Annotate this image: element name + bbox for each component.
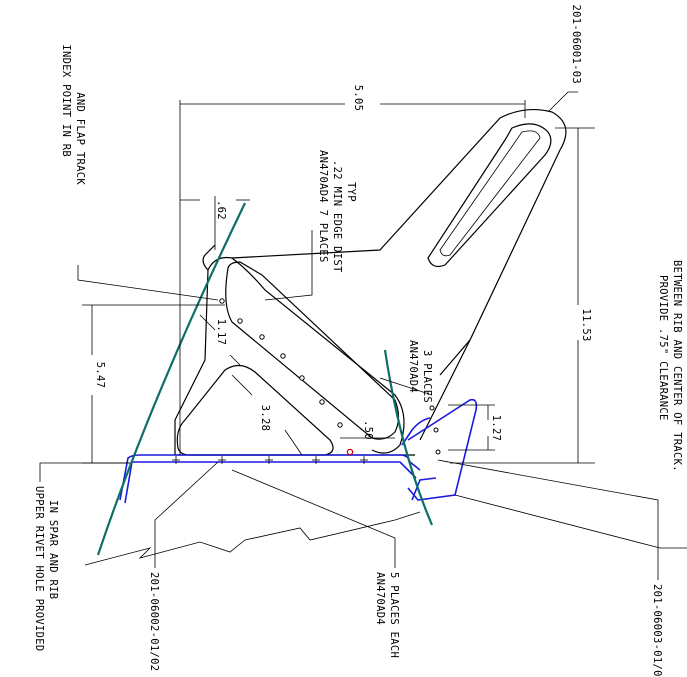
- rib-flanges: [119, 398, 478, 504]
- svg-text:INDEX POINT IN RB: INDEX POINT IN RB: [60, 44, 72, 157]
- svg-text:5 PLACES EACH: 5 PLACES EACH: [388, 572, 400, 658]
- note-index-point: INDEX POINT IN RB AND FLAP TRACK: [60, 44, 86, 185]
- dim-11-53: 11.53: [580, 308, 592, 341]
- dim-5-47: 5.47: [94, 362, 106, 389]
- note-rivet-7: AN470AD4 7 PLACES .22 MIN EDGE DIST TYP: [317, 150, 357, 273]
- part-label-bottom-left: 201-06002-01/02: [148, 572, 160, 671]
- flap-track-outline: [174, 108, 567, 456]
- svg-text:AND FLAP TRACK: AND FLAP TRACK: [74, 92, 86, 185]
- svg-text:TYP: TYP: [345, 182, 357, 202]
- svg-text:AN470AD4: AN470AD4: [407, 340, 419, 393]
- dim-3-28: 3.28: [259, 405, 271, 432]
- dim-050: .50: [362, 420, 374, 440]
- part-label-bottom-right: 201-06003-01/02: [651, 584, 663, 677]
- dim-062: .62: [215, 200, 227, 220]
- note-rivet-5: AN470AD4 5 PLACES EACH: [374, 572, 400, 658]
- svg-text:UPPER RIVET HOLE PROVIDED: UPPER RIVET HOLE PROVIDED: [33, 486, 45, 652]
- svg-text:PROVIDE .75" CLEARANCE: PROVIDE .75" CLEARANCE: [657, 275, 669, 421]
- note-rivet-3: AN470AD4 3 PLACES: [407, 340, 433, 403]
- svg-text:IN SPAR AND RIB: IN SPAR AND RIB: [47, 500, 59, 599]
- svg-text:BETWEEN RIB AND CENTER OF TRAC: BETWEEN RIB AND CENTER OF TRACK.: [671, 260, 683, 472]
- index-hole-icon: [346, 448, 354, 456]
- svg-text:AN470AD4 7 PLACES: AN470AD4 7 PLACES: [317, 150, 329, 263]
- break-line: [84, 511, 421, 566]
- leader-lines: [39, 91, 687, 580]
- svg-text:.22 MIN EDGE DIST: .22 MIN EDGE DIST: [331, 160, 343, 273]
- svg-text:AN470AD4: AN470AD4: [374, 572, 386, 625]
- part-label-top-right: 201-06001-03: [570, 5, 582, 84]
- svg-text:3 PLACES: 3 PLACES: [421, 350, 433, 403]
- note-upper-rivet: UPPER RIVET HOLE PROVIDED IN SPAR AND RI…: [33, 486, 59, 652]
- rivet-holes: [172, 298, 441, 464]
- dim-5-05: 5.05: [352, 85, 364, 112]
- note-clearance: PROVIDE .75" CLEARANCE BETWEEN RIB AND C…: [657, 260, 683, 472]
- dim-127: 1.27: [490, 415, 502, 442]
- dimension-lines: [82, 100, 595, 464]
- dim-1-17: 1.17: [215, 319, 227, 346]
- spar-lines: [96, 202, 434, 556]
